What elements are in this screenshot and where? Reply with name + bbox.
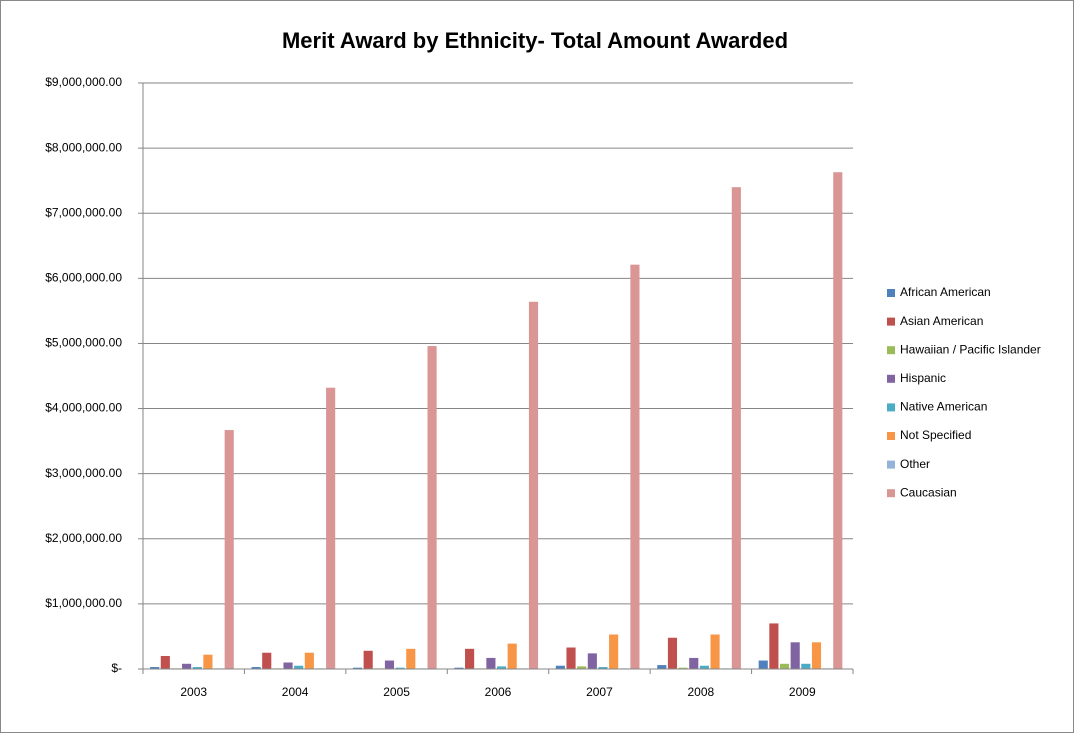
x-tick-label: 2005 <box>383 685 410 699</box>
x-tick-label: 2007 <box>586 685 613 699</box>
bar <box>811 642 822 669</box>
bar <box>294 665 304 669</box>
legend-label: Asian American <box>900 314 983 328</box>
legend-label: Caucasian <box>900 485 957 499</box>
legend-swatch <box>887 432 895 440</box>
legend-swatch <box>887 317 895 326</box>
bar <box>283 662 293 669</box>
legend-label: Native American <box>900 400 987 414</box>
legend-label: Hispanic <box>900 371 946 385</box>
bar <box>160 655 170 669</box>
bar <box>667 637 678 669</box>
bar <box>833 172 843 670</box>
y-tick-label: $1,000,000.00 <box>45 596 122 610</box>
bar <box>192 667 202 669</box>
bar <box>406 648 416 669</box>
x-tick-label: 2006 <box>485 685 512 699</box>
bar <box>555 665 565 669</box>
bar <box>352 667 363 669</box>
legend-label: African American <box>900 285 991 299</box>
y-tick-label: $8,000,000.00 <box>45 140 122 154</box>
bar <box>251 667 261 669</box>
bar <box>790 642 800 669</box>
bar <box>427 346 437 669</box>
bar <box>326 387 336 669</box>
legend-label: Not Specified <box>900 428 971 442</box>
bar <box>203 654 213 669</box>
bar <box>262 652 272 669</box>
y-tick-label: $5,000,000.00 <box>45 336 122 350</box>
bar <box>150 667 160 669</box>
x-tick-label: 2009 <box>789 685 816 699</box>
legend-swatch <box>887 374 895 383</box>
bar <box>465 648 475 669</box>
bar <box>486 657 496 669</box>
bar <box>699 665 709 669</box>
bar <box>363 650 373 669</box>
bar <box>598 667 608 669</box>
bar <box>731 187 741 669</box>
bar <box>566 647 576 669</box>
bar <box>710 634 720 669</box>
bar <box>224 430 234 669</box>
y-tick-label: $4,000,000.00 <box>45 401 122 415</box>
bar <box>577 666 587 669</box>
bar <box>496 666 507 669</box>
bar <box>507 643 517 669</box>
bar <box>609 634 619 669</box>
bar <box>678 667 688 669</box>
bar <box>769 623 779 669</box>
x-tick-label: 2008 <box>688 685 715 699</box>
legend-swatch <box>887 403 895 412</box>
y-tick-label: $2,000,000.00 <box>45 531 122 545</box>
bar <box>689 657 699 669</box>
bar <box>758 660 768 669</box>
chart-title: Merit Award by Ethnicity- Total Amount A… <box>282 28 788 53</box>
y-tick-label: $- <box>111 661 122 675</box>
bar <box>801 663 811 669</box>
legend-swatch <box>887 289 895 297</box>
bar <box>528 301 539 669</box>
bar <box>384 660 395 669</box>
legend-label: Hawaiian / Pacific Islander <box>900 342 1041 356</box>
x-tick-label: 2003 <box>180 685 207 699</box>
bar <box>779 663 790 669</box>
bar <box>587 653 597 669</box>
bar <box>454 667 464 669</box>
legend-swatch <box>887 346 895 355</box>
bar <box>630 264 640 669</box>
y-tick-label: $3,000,000.00 <box>45 466 122 480</box>
legend-swatch <box>887 460 895 469</box>
y-tick-label: $7,000,000.00 <box>45 205 122 219</box>
legend-swatch <box>887 489 895 498</box>
x-tick-label: 2004 <box>282 685 309 699</box>
legend-label: Other <box>900 457 930 471</box>
y-tick-label: $9,000,000.00 <box>45 75 122 89</box>
bar <box>395 667 405 669</box>
y-tick-label: $6,000,000.00 <box>45 271 122 285</box>
bar <box>657 665 667 669</box>
bar <box>182 663 192 669</box>
bar <box>304 652 314 669</box>
